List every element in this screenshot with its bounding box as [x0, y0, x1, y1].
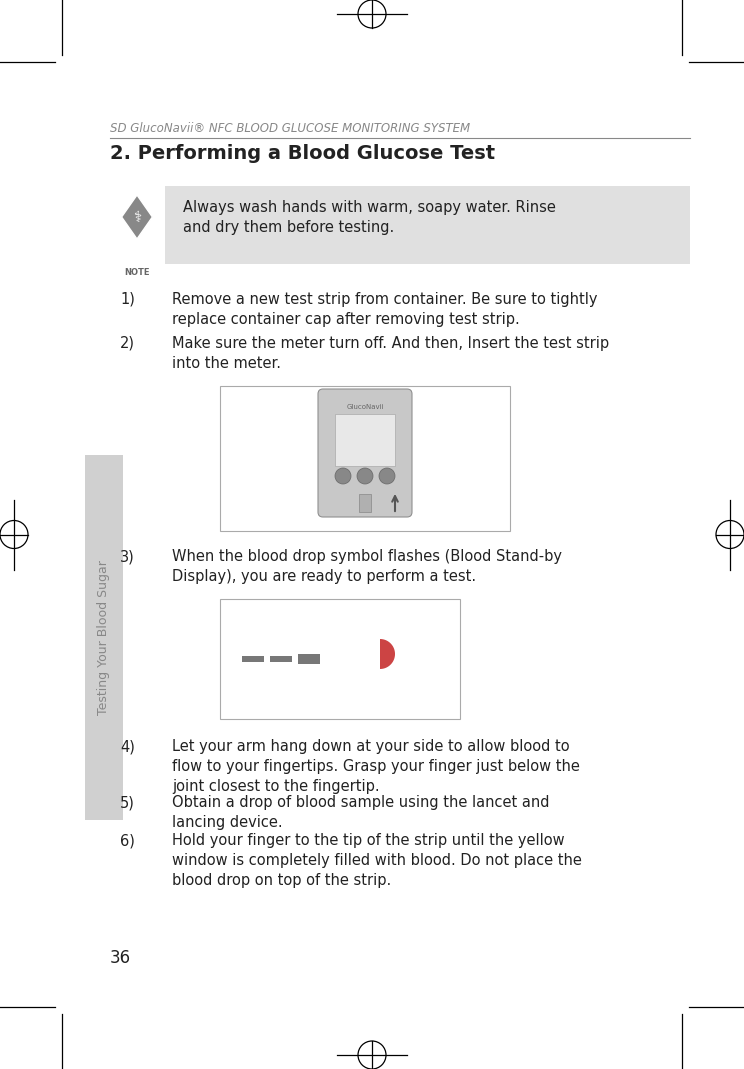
- Text: 36: 36: [110, 949, 131, 967]
- Polygon shape: [380, 639, 395, 679]
- Text: 2. Performing a Blood Glucose Test: 2. Performing a Blood Glucose Test: [110, 144, 495, 162]
- Text: 1): 1): [120, 292, 135, 307]
- FancyBboxPatch shape: [165, 186, 690, 264]
- FancyBboxPatch shape: [242, 656, 264, 662]
- Text: ⚕: ⚕: [133, 210, 141, 224]
- Text: SD GlucoNavii® NFC BLOOD GLUCOSE MONITORING SYSTEM: SD GlucoNavii® NFC BLOOD GLUCOSE MONITOR…: [110, 122, 470, 135]
- Text: NOTE: NOTE: [124, 268, 150, 277]
- Text: Let your arm hang down at your side to allow blood to
flow to your fingertips. G: Let your arm hang down at your side to a…: [172, 739, 580, 793]
- Text: Make sure the meter turn off. And then, Insert the test strip
into the meter.: Make sure the meter turn off. And then, …: [172, 336, 609, 371]
- Text: Hold your finger to the tip of the strip until the yellow
window is completely f: Hold your finger to the tip of the strip…: [172, 833, 582, 887]
- Text: 5): 5): [120, 795, 135, 810]
- Text: GlucoNavii: GlucoNavii: [346, 404, 384, 410]
- FancyBboxPatch shape: [318, 389, 412, 517]
- Circle shape: [379, 468, 395, 484]
- FancyBboxPatch shape: [220, 599, 460, 719]
- Circle shape: [335, 468, 351, 484]
- Text: 4): 4): [120, 739, 135, 754]
- Text: 3): 3): [120, 549, 135, 564]
- Circle shape: [357, 468, 373, 484]
- FancyBboxPatch shape: [335, 414, 395, 466]
- Text: Obtain a drop of blood sample using the lancet and
lancing device.: Obtain a drop of blood sample using the …: [172, 795, 550, 830]
- FancyBboxPatch shape: [270, 656, 292, 662]
- Text: 2): 2): [120, 336, 135, 351]
- Text: When the blood drop symbol flashes (Blood Stand-by
Display), you are ready to pe: When the blood drop symbol flashes (Bloo…: [172, 549, 562, 584]
- Text: 6): 6): [120, 833, 135, 848]
- FancyBboxPatch shape: [359, 494, 371, 512]
- Polygon shape: [121, 195, 153, 239]
- FancyBboxPatch shape: [298, 654, 320, 664]
- FancyBboxPatch shape: [85, 455, 123, 820]
- Text: Remove a new test strip from container. Be sure to tightly
replace container cap: Remove a new test strip from container. …: [172, 292, 597, 327]
- Text: Always wash hands with warm, soapy water. Rinse
and dry them before testing.: Always wash hands with warm, soapy water…: [183, 200, 556, 235]
- Text: Testing Your Blood Sugar: Testing Your Blood Sugar: [97, 560, 111, 715]
- FancyBboxPatch shape: [220, 386, 510, 531]
